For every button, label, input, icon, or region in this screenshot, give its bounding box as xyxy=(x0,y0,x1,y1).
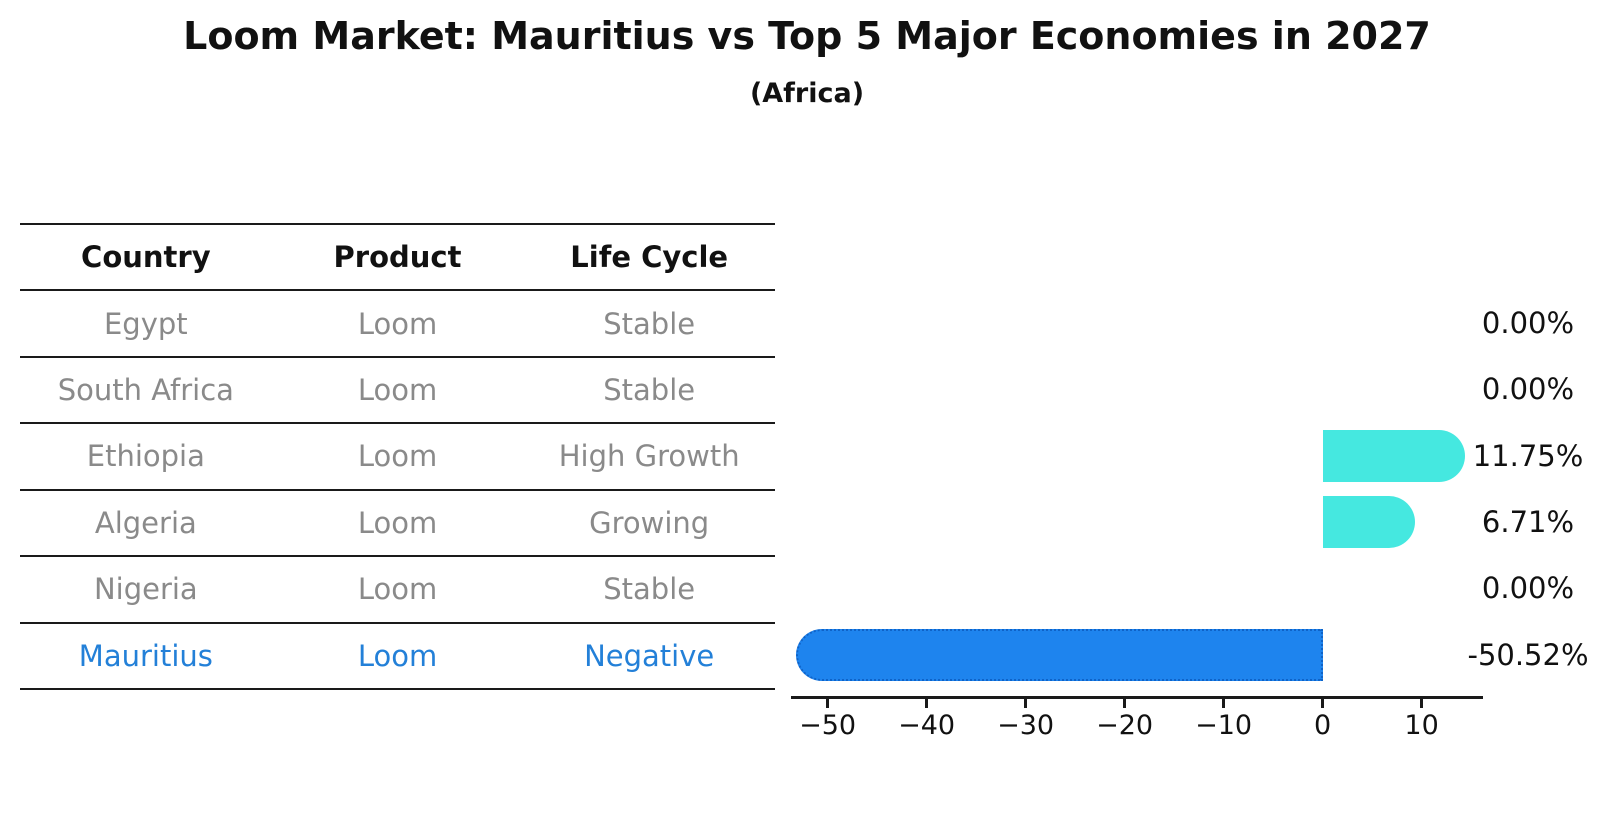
value-label-ethiopia: 11.75% xyxy=(1472,438,1584,473)
x-tick-mark xyxy=(1123,696,1127,708)
x-tick-mark xyxy=(1024,696,1028,708)
x-tick-mark xyxy=(1222,696,1226,708)
x-tick-label: −10 xyxy=(1195,710,1253,741)
value-label-egypt: 0.00% xyxy=(1481,305,1575,340)
cell-life-cycle: Stable xyxy=(603,306,696,341)
cell-life-cycle: Growing xyxy=(589,505,710,540)
cell-product: Loom xyxy=(357,439,438,474)
cell-country: Algeria xyxy=(94,505,197,540)
country-table: Country Product Life Cycle Egypt Loom St… xyxy=(20,223,775,690)
x-tick-mark xyxy=(925,696,929,708)
cell-product: Loom xyxy=(357,306,438,341)
cell-product: Loom xyxy=(357,572,438,607)
header-cell-product: Product xyxy=(333,240,462,275)
x-tick-mark xyxy=(1420,696,1424,708)
page-title: Loom Market: Mauritius vs Top 5 Major Ec… xyxy=(183,14,1431,58)
cell-life-cycle: Stable xyxy=(603,373,696,408)
x-tick-label: −50 xyxy=(799,710,857,741)
cell-country: Egypt xyxy=(103,306,188,341)
x-tick-mark xyxy=(1321,696,1325,708)
cell-country: Nigeria xyxy=(93,572,198,607)
x-tick-label: −20 xyxy=(1096,710,1154,741)
cell-country: Mauritius xyxy=(78,638,213,673)
table-row-egypt: Egypt Loom Stable xyxy=(20,289,775,355)
x-tick-label: −40 xyxy=(898,710,956,741)
value-label-nigeria: 0.00% xyxy=(1481,571,1575,606)
x-tick-label: 10 xyxy=(1404,710,1439,741)
x-tick-mark xyxy=(826,696,830,708)
cell-life-cycle: Negative xyxy=(584,638,715,673)
bar-ethiopia xyxy=(1322,429,1465,482)
page-subtitle: (Africa) xyxy=(749,78,865,109)
value-label-mauritius: -50.52% xyxy=(1467,637,1589,672)
table-row-nigeria: Nigeria Loom Stable xyxy=(20,555,775,621)
cell-life-cycle: Stable xyxy=(603,572,696,607)
table-header-row: Country Product Life Cycle xyxy=(20,223,775,289)
cell-product: Loom xyxy=(357,638,438,673)
cell-life-cycle: High Growth xyxy=(558,439,740,474)
cell-product: Loom xyxy=(357,373,438,408)
header-cell-country: Country xyxy=(81,240,211,275)
x-tick-label: −30 xyxy=(997,710,1055,741)
value-label-algeria: 6.71% xyxy=(1481,504,1575,539)
cell-product: Loom xyxy=(357,505,438,540)
value-label-south-africa: 0.00% xyxy=(1481,372,1575,407)
table-row-algeria: Algeria Loom Growing xyxy=(20,488,775,555)
cell-country: South Africa xyxy=(57,373,234,408)
table-row-ethiopia: Ethiopia Loom High Growth xyxy=(20,422,775,488)
bar-mauritius xyxy=(796,628,1323,681)
x-axis-line xyxy=(791,696,1483,699)
cell-country: Ethiopia xyxy=(86,439,205,474)
x-tick-label: 0 xyxy=(1314,710,1332,741)
header-cell-life-cycle: Life Cycle xyxy=(570,240,729,275)
table-row-south-africa: South Africa Loom Stable xyxy=(20,355,775,422)
table-row-mauritius: Mauritius Loom Negative xyxy=(20,621,775,688)
bar-algeria xyxy=(1322,495,1416,548)
